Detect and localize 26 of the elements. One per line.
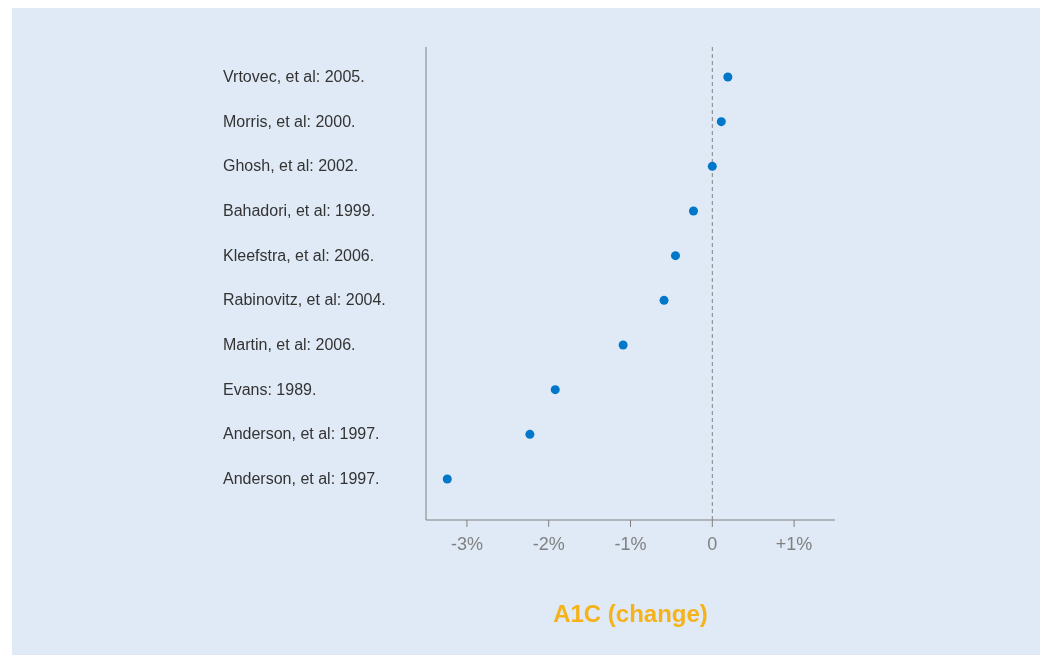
y-tick-label: Vrtovec, et al: 2005. (223, 68, 365, 85)
x-axis-title: A1C (change) (553, 600, 708, 628)
point (442, 474, 452, 484)
x-tick-label: -2% (532, 533, 565, 554)
y-tick-label: Rabinovitz, et al: 2004. (223, 291, 386, 309)
point (550, 385, 560, 395)
point (525, 429, 535, 439)
y-tick-label: Martin, et al: 2006. (223, 336, 356, 353)
y-tick-label: Kleefstra, et al: 2006. (223, 246, 375, 264)
point (659, 295, 669, 305)
x-tick-label: 0 (707, 533, 718, 554)
x-tick-label: -1% (614, 533, 647, 554)
point (688, 206, 698, 216)
x-tick-label: -3% (450, 533, 483, 554)
y-tick-label: Morris, et al: 2000. (223, 112, 356, 130)
y-tick-label: Bahadori, et al: 1999. (223, 202, 376, 219)
point (670, 251, 680, 261)
x-tick-label: +1% (775, 533, 813, 554)
point (707, 161, 717, 171)
y-tick-label: Anderson, et al: 1997. (223, 470, 380, 487)
y-tick-label: Anderson, et al: 1997. (223, 425, 380, 443)
point (723, 72, 733, 82)
y-tick-label: Evans: 1989. (223, 380, 317, 398)
point (618, 340, 628, 350)
point (716, 117, 726, 127)
y-tick-label: Ghosh, et al: 2002. (223, 157, 359, 175)
